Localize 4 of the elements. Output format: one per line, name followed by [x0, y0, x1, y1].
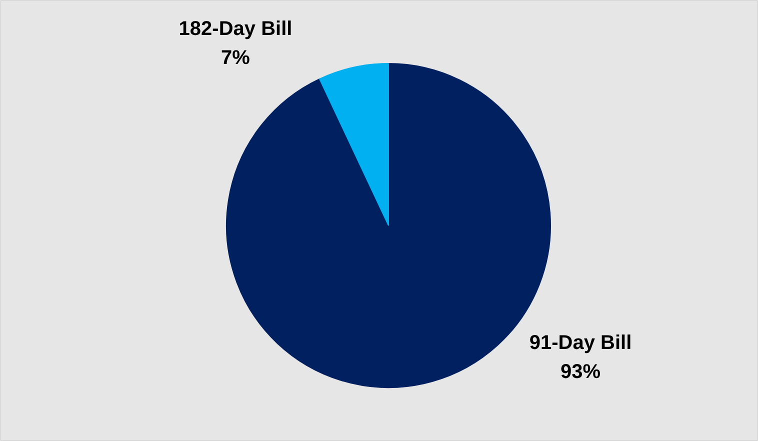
- slice-label: 182-Day Bill: [178, 18, 292, 40]
- data-label: 7%: [221, 46, 250, 69]
- slice-label: 91-Day Bill: [529, 332, 632, 354]
- data-label: 93%: [560, 360, 601, 383]
